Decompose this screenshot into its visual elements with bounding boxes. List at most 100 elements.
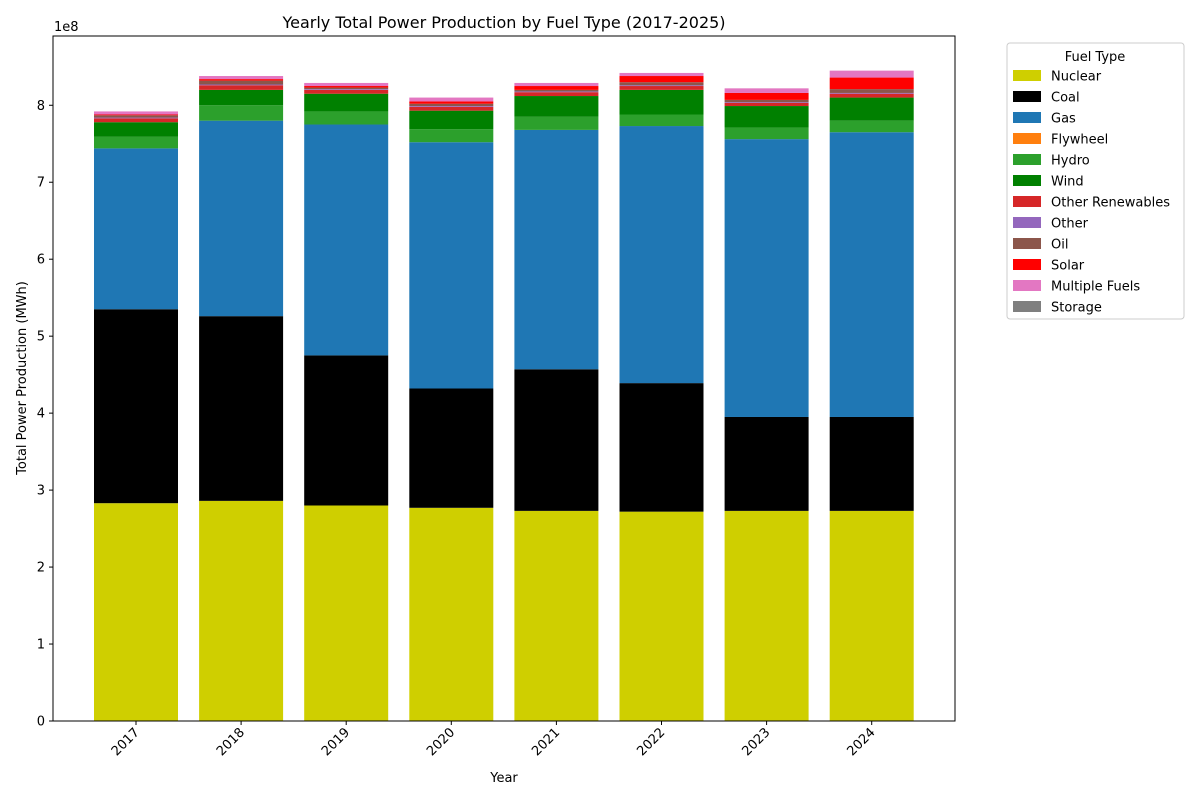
chart-title: Yearly Total Power Production by Fuel Ty… <box>281 13 725 32</box>
bar-segment-other-2020 <box>409 106 494 107</box>
bar-segment-other-2017 <box>94 117 178 119</box>
legend-swatch <box>1013 91 1041 102</box>
y-tick-label: 0 <box>37 715 45 730</box>
bar-segment-wind-2023 <box>724 106 809 128</box>
bar-segment-oil-2024 <box>829 89 914 93</box>
bar-segment-multiple-fuels-2019 <box>304 82 389 87</box>
bar-segment-other-2018 <box>199 84 284 86</box>
bar-segment-multiple-fuels-2017 <box>94 111 178 115</box>
legend-swatch <box>1013 259 1041 270</box>
bar-segment-hydro-2021 <box>514 116 599 130</box>
bar-segment-nuclear-2024 <box>829 510 914 721</box>
legend-label: Flywheel <box>1051 133 1108 148</box>
legend-item-flywheel: Flywheel <box>1013 133 1108 148</box>
bar-segment-other-renewables-2021 <box>514 92 599 97</box>
legend-item-nuclear: Nuclear <box>1013 70 1102 85</box>
bar-segment-gas-2018 <box>199 120 284 317</box>
bar-segment-coal-2020 <box>409 388 494 508</box>
bar-segment-gas-2020 <box>409 142 494 389</box>
bar-segment-multiple-fuels-2018 <box>199 76 284 80</box>
bar-segment-nuclear-2017 <box>94 503 178 721</box>
bar-segment-oil-2017 <box>94 115 178 118</box>
legend-swatch <box>1013 280 1041 291</box>
bar-segment-nuclear-2023 <box>724 510 809 721</box>
bar-segment-nuclear-2020 <box>409 507 494 721</box>
bar-segment-gas-2024 <box>829 132 914 417</box>
bar-segment-hydro-2017 <box>94 136 178 149</box>
bar-segment-coal-2022 <box>619 383 704 512</box>
bar-segment-other-2021 <box>514 91 599 93</box>
bar-segment-oil-2023 <box>724 99 809 103</box>
y-tick-label: 5 <box>37 330 45 345</box>
bar-segment-multiple-fuels-2021 <box>514 82 599 87</box>
legend-label: Other <box>1051 217 1089 232</box>
legend-item-other: Other <box>1013 217 1089 232</box>
y-tick-label: 8 <box>37 99 45 114</box>
legend-label: Multiple Fuels <box>1051 280 1140 295</box>
legend-label: Wind <box>1051 175 1084 190</box>
bar-segment-gas-2021 <box>514 129 599 370</box>
y-axis-label: Total Power Production (MWh) <box>15 281 30 476</box>
bar-segment-coal-2021 <box>514 369 599 511</box>
bar-segment-other-renewables-2024 <box>829 93 914 98</box>
bar-segment-other-2022 <box>619 85 704 87</box>
legend-item-other-renewables: Other Renewables <box>1013 196 1170 211</box>
legend-frame <box>1006 42 1185 320</box>
bar-segment-solar-2023 <box>724 92 809 100</box>
bar-segment-other-renewables-2019 <box>304 89 389 94</box>
bar-segment-nuclear-2019 <box>304 505 389 721</box>
legend-item-storage: Storage <box>1013 301 1102 316</box>
bar-segment-solar-2019 <box>304 86 389 88</box>
bar-segment-wind-2018 <box>199 89 284 106</box>
legend: Fuel Type Nuclear Coal Gas Flywheel Hydro Win… <box>1006 42 1185 320</box>
bar-segment-coal-2018 <box>199 316 284 501</box>
bar-segment-other-2023 <box>724 102 809 103</box>
bar-segment-other-renewables-2017 <box>94 118 178 123</box>
y-axis-offset-label: 1e8 <box>54 20 79 35</box>
legend-swatch <box>1013 301 1041 312</box>
legend-item-wind: Wind <box>1013 175 1084 190</box>
bar-segment-gas-2023 <box>724 139 809 417</box>
bar-segment-other-2024 <box>829 92 914 94</box>
legend-label: Other Renewables <box>1051 196 1170 211</box>
legend-swatch <box>1013 175 1041 186</box>
bar-segment-oil-2021 <box>514 89 599 92</box>
legend-label: Storage <box>1051 301 1102 316</box>
bar-segment-coal-2019 <box>304 355 389 506</box>
bar-segment-other-renewables-2023 <box>724 102 809 107</box>
legend-swatch <box>1013 154 1041 165</box>
bar-segment-oil-2020 <box>409 103 494 107</box>
legend-swatch <box>1013 70 1041 81</box>
bar-segment-wind-2022 <box>619 89 704 115</box>
bar-segment-other-renewables-2020 <box>409 106 494 111</box>
legend-label: Solar <box>1051 259 1085 274</box>
x-axis-label: Year <box>489 771 518 786</box>
bar-segment-wind-2019 <box>304 93 389 112</box>
legend-swatch <box>1013 112 1041 123</box>
legend-title: Fuel Type <box>1065 50 1126 65</box>
bar-segment-hydro-2022 <box>619 114 704 127</box>
legend-label: Nuclear <box>1051 70 1102 85</box>
bar-segment-gas-2022 <box>619 126 704 384</box>
bar-segment-wind-2021 <box>514 96 599 117</box>
bar-segment-other-renewables-2018 <box>199 85 284 90</box>
bar-segment-gas-2017 <box>94 148 178 310</box>
bar-segment-coal-2017 <box>94 309 178 504</box>
bar-segment-multiple-fuels-2024 <box>829 70 914 78</box>
bar-segment-multiple-fuels-2022 <box>619 72 704 77</box>
bar-segment-hydro-2024 <box>829 120 914 133</box>
y-tick-label: 2 <box>37 561 45 576</box>
y-ticks: 0 1 2 3 4 5 6 7 8 <box>37 99 53 730</box>
legend-item-hydro: Hydro <box>1013 154 1090 169</box>
bar-segment-multiple-fuels-2020 <box>409 97 494 102</box>
y-tick-label: 3 <box>37 484 45 499</box>
legend-label: Oil <box>1051 238 1068 253</box>
bar-segment-nuclear-2022 <box>619 511 704 721</box>
bar-segment-oil-2018 <box>199 80 284 85</box>
legend-item-multiple-fuels: Multiple Fuels <box>1013 280 1140 295</box>
bar-segment-wind-2020 <box>409 110 494 130</box>
bar-segment-gas-2019 <box>304 124 389 356</box>
bar-segment-other-renewables-2022 <box>619 86 704 90</box>
bar-segment-other-2019 <box>304 89 389 90</box>
